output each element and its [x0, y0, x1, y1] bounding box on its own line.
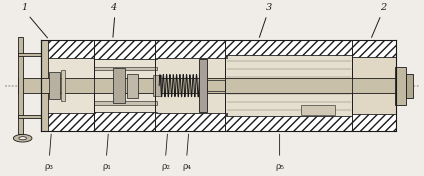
Bar: [199, 59, 207, 112]
Polygon shape: [14, 134, 32, 142]
Bar: [405, 74, 413, 98]
Bar: [225, 55, 354, 116]
Bar: [113, 68, 126, 103]
Text: ρ₁: ρ₁: [102, 162, 111, 171]
Bar: [18, 53, 41, 56]
Bar: [352, 40, 396, 57]
Bar: [94, 67, 157, 70]
Bar: [352, 57, 396, 114]
Bar: [207, 80, 225, 92]
Bar: [41, 113, 94, 131]
Bar: [395, 67, 405, 105]
Text: 3: 3: [266, 2, 272, 12]
Text: ρ₃: ρ₃: [45, 162, 54, 171]
Bar: [41, 40, 94, 58]
Bar: [128, 74, 138, 98]
Bar: [18, 37, 22, 134]
Bar: [61, 70, 64, 101]
Bar: [153, 75, 161, 96]
Bar: [352, 114, 396, 131]
Text: 2: 2: [380, 2, 386, 12]
Text: 4: 4: [109, 2, 116, 12]
Bar: [301, 105, 335, 115]
Bar: [94, 59, 157, 112]
Bar: [225, 40, 354, 55]
Bar: [18, 115, 41, 118]
Bar: [49, 72, 60, 99]
Bar: [18, 78, 410, 93]
Bar: [94, 101, 157, 105]
Bar: [225, 116, 354, 131]
Bar: [94, 112, 157, 131]
Text: ρ₂: ρ₂: [161, 162, 170, 171]
Bar: [155, 113, 227, 131]
Text: 1: 1: [21, 2, 27, 12]
Text: ρ₅: ρ₅: [275, 162, 284, 171]
Bar: [94, 40, 157, 59]
Bar: [41, 40, 48, 131]
Text: ρ₄: ρ₄: [182, 162, 191, 171]
Bar: [155, 58, 227, 113]
Polygon shape: [19, 137, 26, 140]
Bar: [155, 40, 227, 58]
Bar: [41, 58, 94, 113]
